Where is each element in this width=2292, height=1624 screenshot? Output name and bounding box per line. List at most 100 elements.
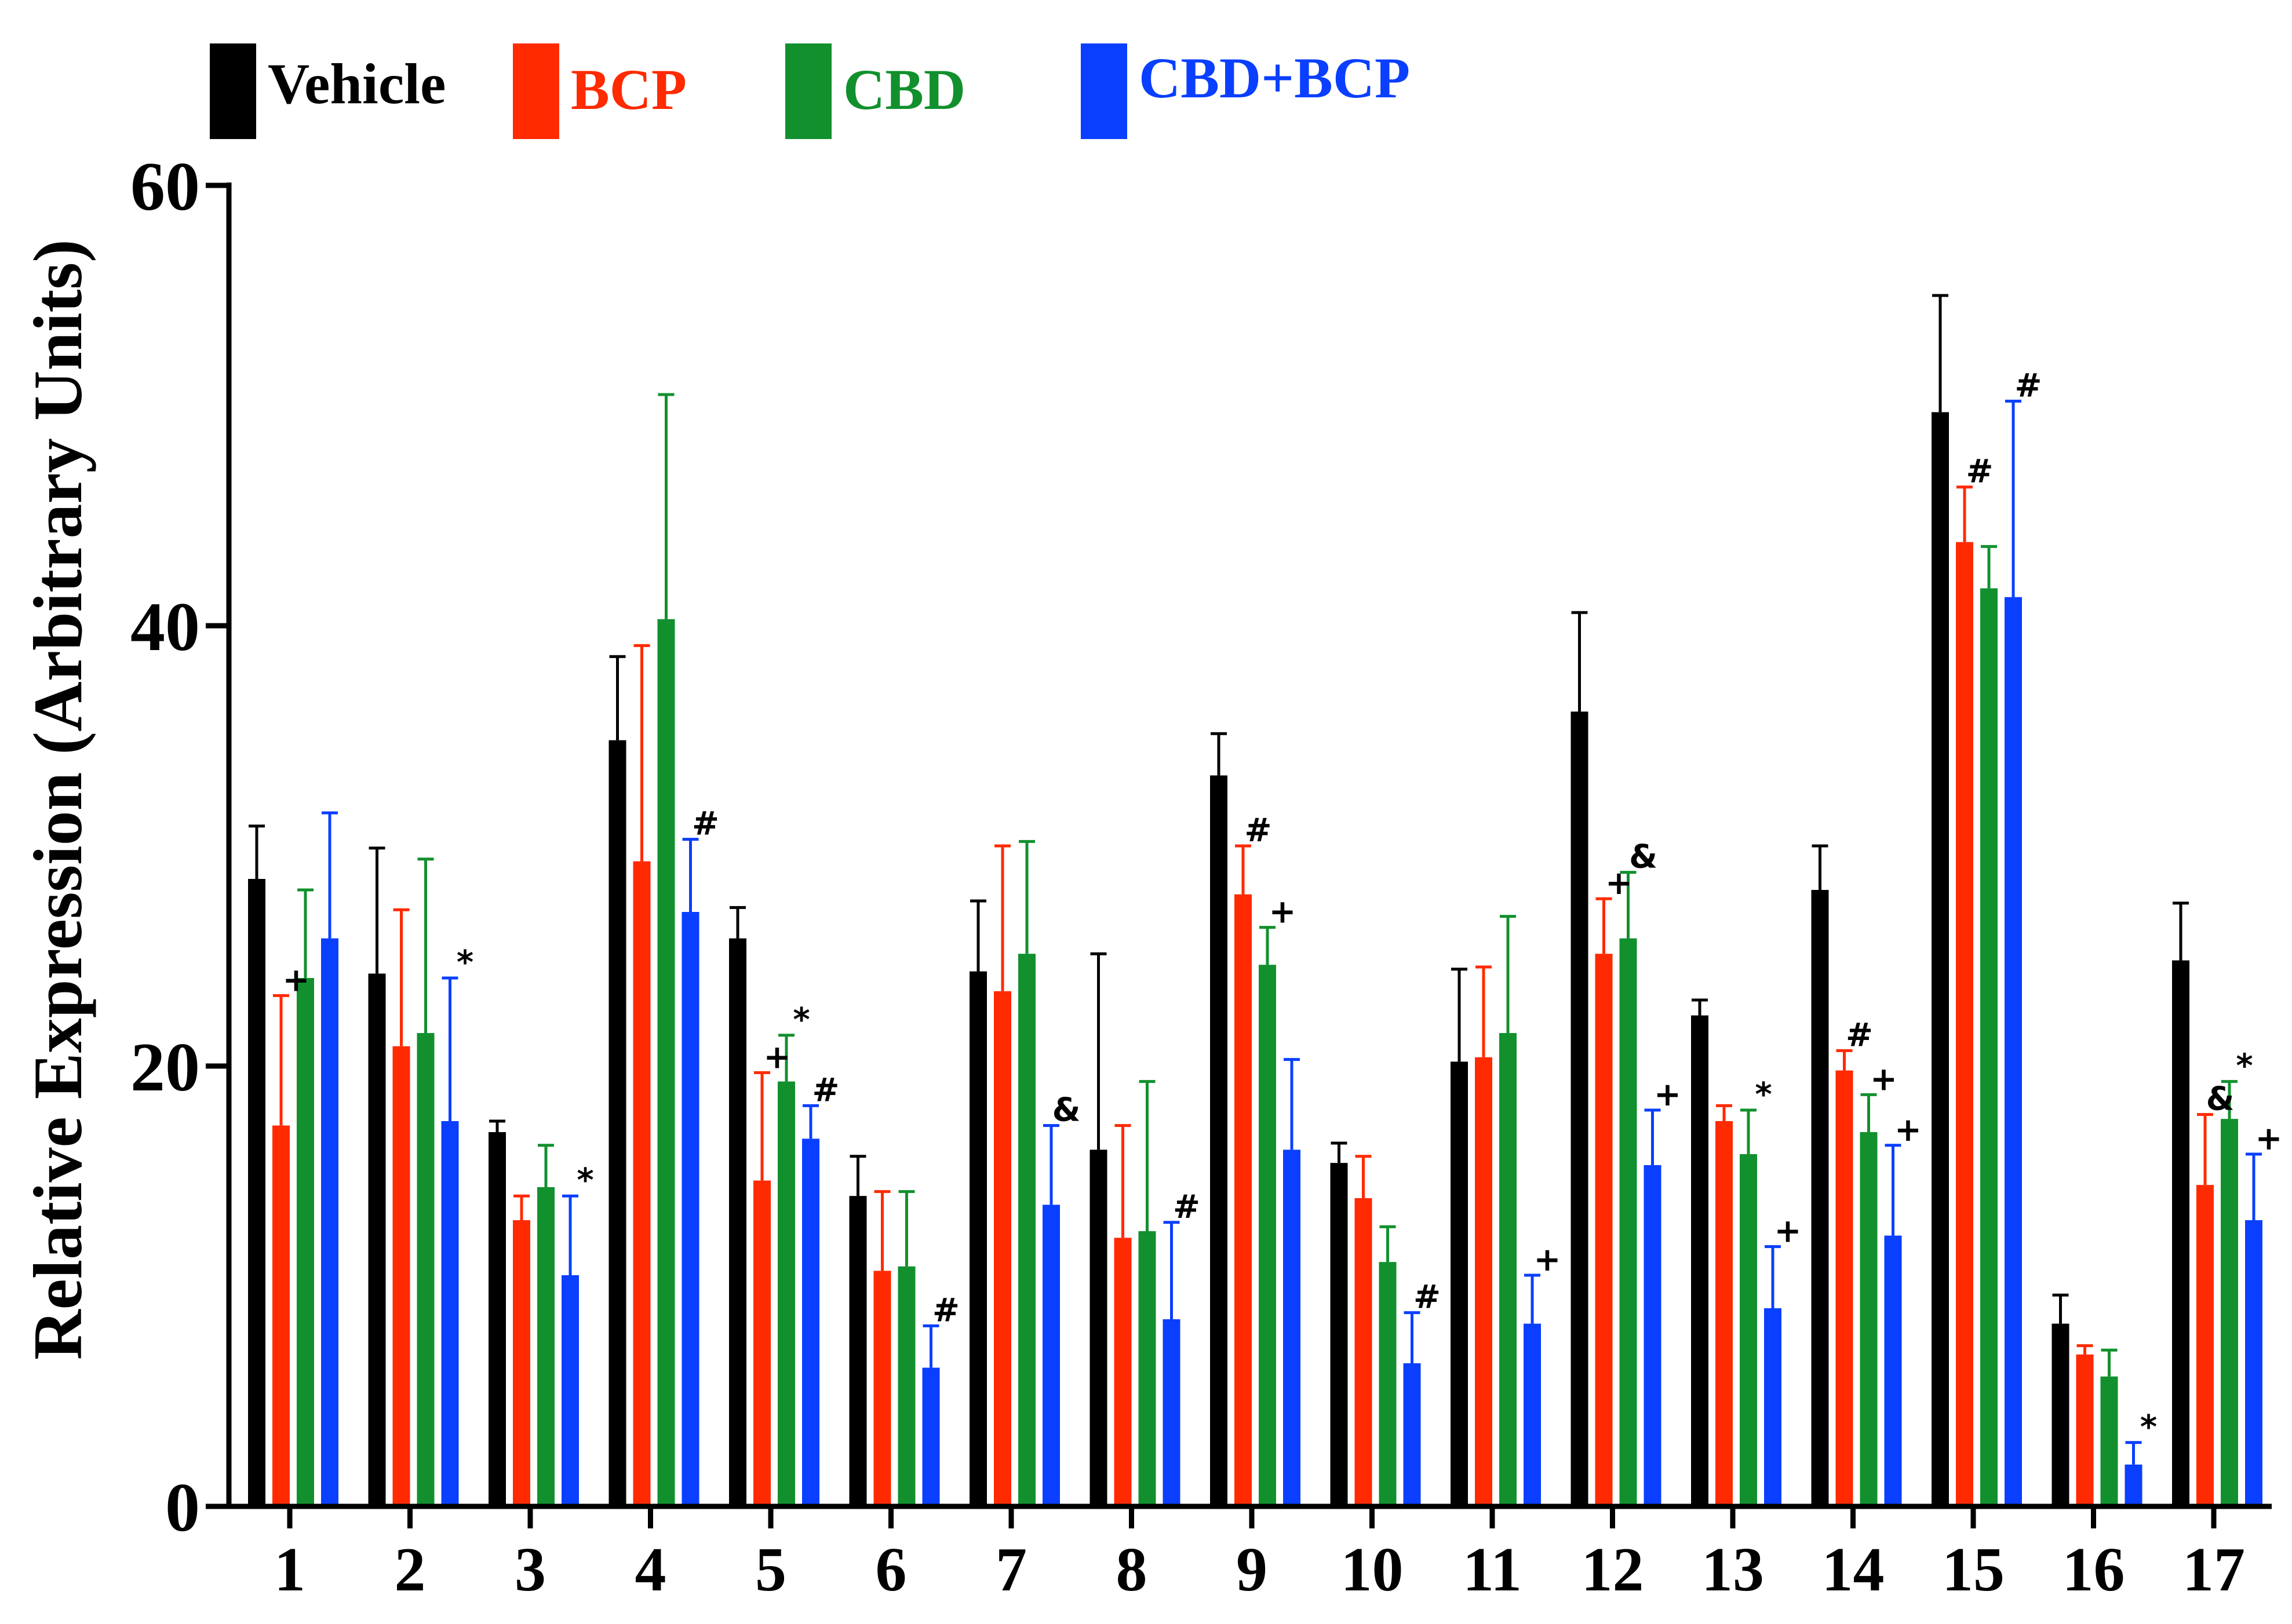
x-tick-label-17: 17: [2182, 1535, 2245, 1604]
bar-bcp-11: [1475, 1057, 1492, 1506]
legend-swatch-cbd: [785, 43, 832, 139]
significance-mark-cbd-9: +: [1269, 893, 1296, 931]
bar-cbd-bcp-6: [922, 1367, 940, 1506]
significance-mark-cbd-12: &: [1629, 838, 1657, 876]
bar-cbd-15: [1980, 588, 1998, 1506]
bar-vehicle-17: [2172, 960, 2189, 1506]
bar-cbd-1: [297, 978, 314, 1506]
legend-swatch-bcp: [513, 43, 559, 139]
bar-vehicle-5: [729, 938, 746, 1506]
significance-mark-cbd-bcp-4: #: [692, 805, 719, 843]
annotations-layer: + **#+*##&##+#++&+ *+#++##*&*+: [283, 367, 2283, 1446]
bar-bcp-9: [1234, 894, 1252, 1506]
significance-mark-cbd-bcp-8: #: [1173, 1188, 1200, 1226]
bar-vehicle-16: [2051, 1323, 2069, 1506]
x-tick-label-1: 1: [274, 1535, 305, 1604]
x-tick-label-2: 2: [395, 1535, 426, 1604]
legend-label-cbd: CBD: [843, 57, 965, 122]
significance-mark-cbd-bcp-15: #: [2015, 367, 2042, 404]
y-ticks: 0 20 40 60: [130, 148, 229, 1546]
legend-label-bcp: BCP: [571, 57, 687, 122]
x-tick-label-3: 3: [515, 1535, 546, 1604]
significance-mark-bcp-12: +: [1605, 864, 1633, 902]
bar-cbd-bcp-9: [1283, 1149, 1300, 1506]
legend-label-vehicle: Vehicle: [268, 52, 446, 116]
significance-mark-cbd-5: *: [793, 1001, 810, 1039]
bar-vehicle-14: [1811, 890, 1829, 1506]
bar-vehicle-11: [1451, 1061, 1468, 1506]
y-tick-label-40: 40: [130, 588, 200, 665]
significance-mark-bcp-15: #: [1966, 453, 1994, 491]
bar-vehicle-2: [368, 973, 386, 1506]
x-tick-label-14: 14: [1822, 1535, 1885, 1604]
significance-mark-bcp-17: &: [2206, 1081, 2235, 1118]
significance-mark-cbd-bcp-7: &: [1052, 1092, 1081, 1129]
bar-vehicle-1: [248, 879, 265, 1506]
bar-cbd-10: [1379, 1262, 1397, 1506]
bar-bcp-12: [1595, 954, 1613, 1506]
significance-mark-cbd-bcp-12: +: [1654, 1076, 1681, 1114]
legend-label-cbd-bcp: CBD+BCP: [1139, 46, 1410, 110]
bar-bcp-3: [513, 1220, 530, 1506]
bar-cbd-bcp-15: [2005, 597, 2022, 1506]
significance-mark-cbd-bcp-13: +: [1774, 1213, 1802, 1250]
bar-cbd-bcp-4: [682, 912, 699, 1506]
bars-layer: [248, 412, 2262, 1506]
bar-bcp-4: [633, 861, 651, 1506]
bar-vehicle-9: [1210, 775, 1227, 1506]
bar-cbd-bcp-17: [2245, 1220, 2262, 1506]
bar-cbd-bcp-5: [802, 1138, 819, 1506]
bar-cbd-4: [657, 619, 675, 1506]
bar-cbd-bcp-12: [1644, 1165, 1661, 1506]
bar-cbd-3: [537, 1187, 555, 1506]
significance-mark-cbd-17: *: [2236, 1048, 2253, 1085]
bar-cbd-bcp-2: [441, 1121, 459, 1506]
bar-cbd-16: [2100, 1376, 2118, 1506]
x-ticks: 1 2 3 4 5 6 7 8 9 10 11 12 13 14 15 16 17: [274, 1506, 2245, 1604]
bar-bcp-8: [1114, 1238, 1132, 1506]
significance-mark-cbd-bcp-5: #: [812, 1071, 840, 1109]
x-tick-label-10: 10: [1341, 1535, 1404, 1604]
bar-bcp-13: [1715, 1121, 1733, 1506]
y-tick-label-0: 0: [165, 1469, 200, 1546]
legend-swatch-vehicle: [210, 43, 256, 139]
bar-bcp-7: [994, 991, 1011, 1506]
x-tick-label-9: 9: [1236, 1535, 1267, 1604]
x-tick-label-7: 7: [996, 1535, 1027, 1604]
bar-cbd-12: [1619, 938, 1637, 1506]
significance-mark-cbd-13: *: [1755, 1076, 1772, 1114]
significance-mark-bcp-5: +: [764, 1038, 791, 1076]
significance-mark-cbd-bcp-14: +: [1894, 1111, 1922, 1149]
significance-mark-bcp-9: #: [1245, 812, 1272, 849]
significance-mark-cbd-bcp-11: +: [1534, 1241, 1561, 1279]
significance-mark-cbd-bcp-16: *: [2140, 1408, 2157, 1446]
bar-cbd-bcp-10: [1403, 1363, 1421, 1506]
bar-cbd-bcp-7: [1043, 1205, 1060, 1506]
x-tick-label-13: 13: [1701, 1535, 1764, 1604]
x-tick-label-4: 4: [635, 1535, 666, 1604]
bar-bcp-6: [873, 1271, 891, 1506]
bar-vehicle-6: [849, 1196, 867, 1506]
bar-vehicle-12: [1570, 711, 1588, 1506]
bar-vehicle-8: [1089, 1149, 1107, 1506]
significance-mark-cbd-bcp-6: #: [932, 1291, 960, 1329]
x-tick-label-6: 6: [876, 1535, 907, 1604]
significance-mark-cbd-bcp-17: +: [2255, 1120, 2283, 1158]
bar-cbd-bcp-13: [1764, 1308, 1781, 1506]
x-tick-label-8: 8: [1116, 1535, 1147, 1604]
bar-cbd-9: [1259, 965, 1276, 1506]
significance-mark-cbd-bcp-2: *: [457, 944, 473, 981]
significance-mark-bcp-1: +: [283, 961, 310, 999]
bar-bcp-1: [272, 1125, 290, 1506]
significance-mark-cbd-bcp-10: #: [1413, 1279, 1441, 1316]
legend-swatch-cbd-bcp: [1081, 43, 1127, 139]
bar-bcp-10: [1354, 1198, 1372, 1506]
legend: Vehicle BCP CBD CBD+BCP: [210, 43, 1410, 139]
bar-cbd-13: [1740, 1154, 1757, 1506]
x-tick-label-12: 12: [1582, 1535, 1644, 1604]
bar-cbd-bcp-3: [562, 1275, 579, 1506]
bar-bcp-16: [2076, 1354, 2094, 1506]
significance-mark-bcp-14: #: [1846, 1016, 1873, 1054]
bar-cbd-bcp-16: [2125, 1464, 2142, 1506]
bar-vehicle-4: [608, 740, 626, 1506]
